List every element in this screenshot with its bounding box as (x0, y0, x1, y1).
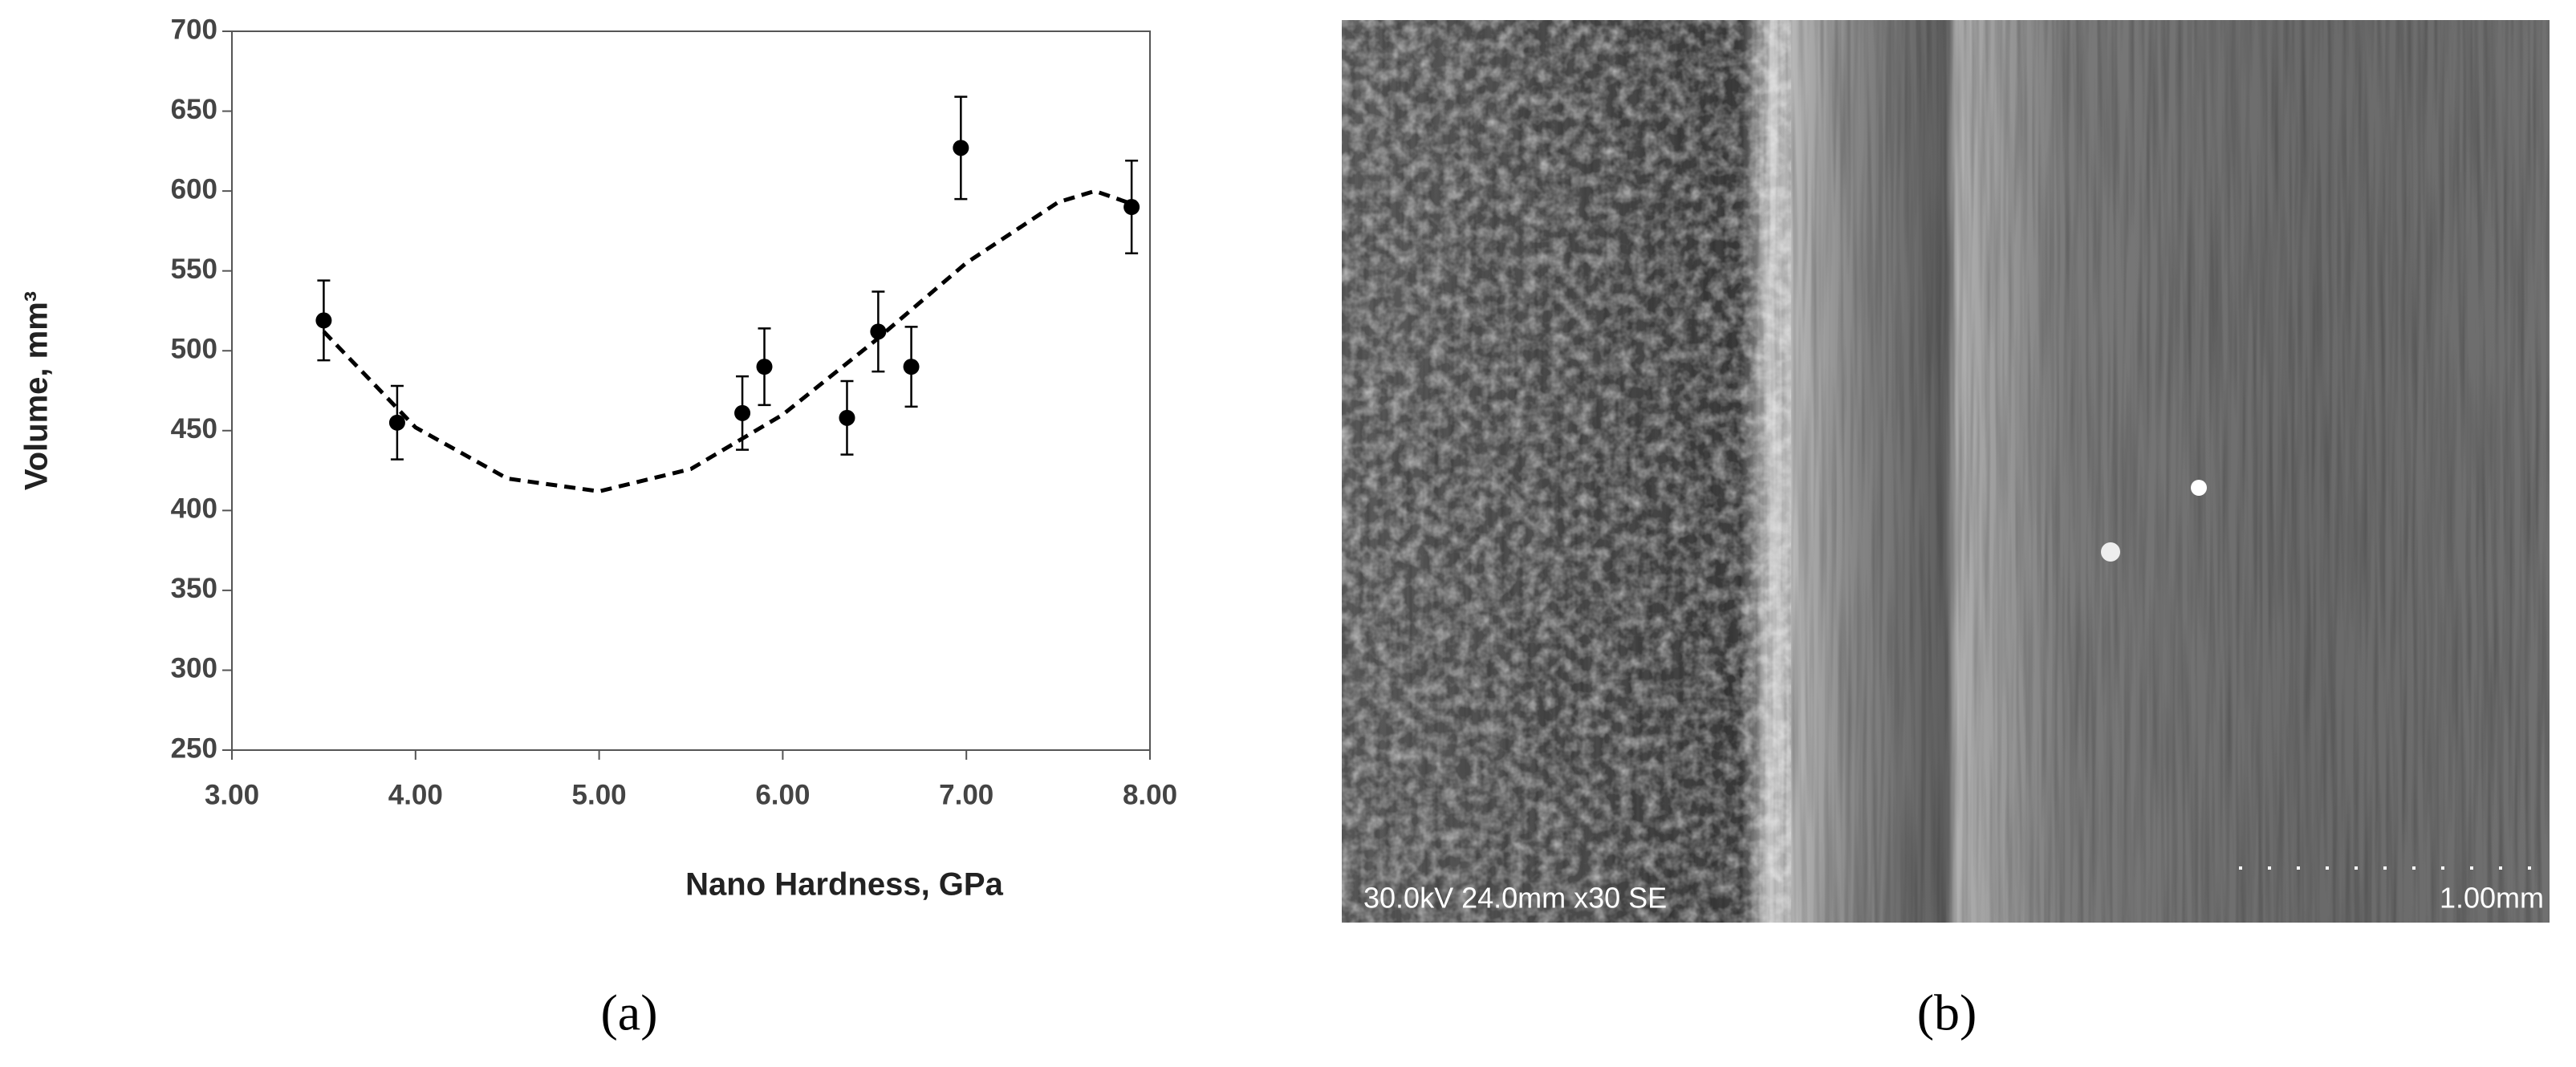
point (870, 323, 887, 340)
x-tick-label: 6.00 (755, 779, 810, 810)
x-tick-label: 3.00 (205, 779, 259, 810)
point (953, 140, 969, 156)
image-info: 30.0kV 24.0mm x30 SE (1363, 882, 1667, 915)
x-tick-label: 4.00 (388, 779, 443, 810)
point (756, 359, 773, 375)
y-tick-label: 700 (171, 14, 217, 45)
point (388, 414, 405, 431)
plot-frame (231, 30, 1151, 751)
y-tick-label: 400 (171, 493, 217, 525)
y-tick-label: 350 (171, 573, 217, 604)
scale-label: 1.00mm (2440, 882, 2544, 915)
x-tick-label: 8.00 (1123, 779, 1177, 810)
x-axis-label: Nano Hardness, GPa (685, 867, 1003, 903)
y-tick-label: 600 (171, 173, 217, 205)
x-tick-label: 5.00 (572, 779, 627, 810)
y-tick-label: 500 (171, 333, 217, 364)
point (1123, 199, 1140, 216)
point (839, 409, 855, 426)
sem-image: 30.0kV 24.0mm x30 SE 1.00mm (1342, 20, 2550, 923)
y-tick-label: 250 (171, 732, 217, 764)
point (903, 359, 920, 375)
trend-line (322, 189, 1132, 493)
y-tick-label: 650 (171, 94, 217, 125)
x-tick-label: 7.00 (939, 779, 993, 810)
y-tick-label: 450 (171, 413, 217, 444)
point (315, 312, 332, 329)
y-tick-label: 550 (171, 254, 217, 285)
y-axis-label: Volume, mm³ (19, 291, 55, 490)
point (734, 404, 751, 421)
caption: (a) (600, 984, 657, 1041)
y-tick-label: 300 (171, 653, 217, 684)
caption: (b) (1917, 984, 1977, 1041)
